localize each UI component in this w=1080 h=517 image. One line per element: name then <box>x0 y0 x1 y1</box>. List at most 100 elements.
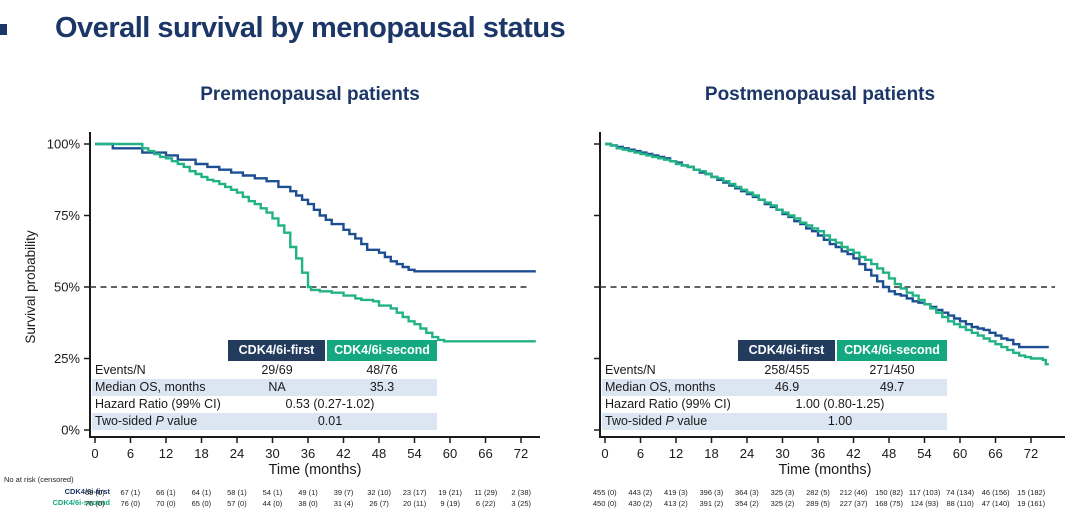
risk-cell: 117 (103) <box>908 488 941 497</box>
stats-value-first: NA <box>268 380 286 394</box>
x-tick-label: 72 <box>1024 446 1038 461</box>
x-axis-title: Time (months) <box>779 462 872 477</box>
risk-cell: 47 (140) <box>981 499 1010 508</box>
risk-cell: 58 (1) <box>227 488 247 497</box>
column-header-cdk46i-first: CDK4/6i-first <box>228 340 325 361</box>
stats-row-label: Median OS, months <box>605 380 716 394</box>
risk-label-cdk46i-first: CDK4/6i-first <box>64 487 110 496</box>
label-part-italic: P <box>665 414 674 428</box>
risk-cell: 212 (46) <box>839 488 868 497</box>
panel-title-premenopausal: Premenopausal patients <box>200 84 420 105</box>
risk-cell: 289 (5) <box>806 499 830 508</box>
x-tick-label: 30 <box>775 446 789 461</box>
risk-cell: 396 (3) <box>699 488 724 497</box>
stats-table-postmenopausal: CDK4/6i-first CDK4/6i-second Events/N 25… <box>602 340 948 431</box>
stats-row-label: Events/N <box>95 363 146 377</box>
x-tick-label: 12 <box>159 446 173 461</box>
stats-row-label: Two-sided P value <box>95 413 197 430</box>
risk-cell: 65 (0) <box>191 499 212 508</box>
risk-cell: 227 (37) <box>839 499 868 508</box>
stats-row-hazard-ratio: Hazard Ratio (99% CI) 0.53 (0.27-1.02) <box>92 396 437 413</box>
stats-table-premenopausal: CDK4/6i-first CDK4/6i-second Events/N 29… <box>92 340 438 431</box>
x-tick-label: 24 <box>230 446 244 461</box>
risk-cell: 66 (1) <box>156 488 176 497</box>
stats-row-label: Median OS, months <box>95 380 206 394</box>
x-tick-label: 54 <box>917 446 931 461</box>
label-part-italic: P <box>155 414 164 428</box>
km-plot-premenopausal: 0% 25% 50% 75% 100% Survival probability 0 6 12 1… <box>23 132 540 477</box>
risk-cell: 20 (11) <box>403 499 427 508</box>
stats-value-first: 29/69 <box>261 363 293 377</box>
risk-cell: 391 (2) <box>699 499 724 508</box>
stats-value-second: 49.7 <box>879 380 905 394</box>
risk-cell: 49 (1) <box>298 488 318 497</box>
y-tick-label: 50% <box>54 280 80 295</box>
x-tick-label: 48 <box>372 446 386 461</box>
risk-cell: 74 (134) <box>946 488 975 497</box>
stats-row-events: Events/N 29/69 48/76 <box>92 362 437 379</box>
x-tick-label: 18 <box>194 446 208 461</box>
y-tick-label: 25% <box>54 351 80 366</box>
risk-cell: 64 (1) <box>191 488 212 497</box>
x-tick-label: 24 <box>740 446 754 461</box>
x-tick-label: 36 <box>811 446 825 461</box>
x-tick-label: 60 <box>443 446 457 461</box>
stats-row-median-os: Median OS, months NA 35.3 <box>92 379 437 396</box>
x-tick-label: 0 <box>601 446 608 461</box>
y-tick-label: 100% <box>47 137 81 152</box>
risk-cell: 455 (0) <box>592 488 617 497</box>
x-tick-label: 0 <box>91 446 98 461</box>
stats-value-first: 258/455 <box>764 363 810 377</box>
risk-cell: 23 (17) <box>402 488 427 497</box>
risk-cell: 450 (0) <box>592 499 617 508</box>
y-tick-label: 0% <box>61 423 80 438</box>
stats-row-label: Two-sided P value <box>605 413 707 430</box>
risk-cell: 54 (1) <box>262 488 283 497</box>
risk-cell: 39 (7) <box>333 488 354 497</box>
risk-cell: 70 (0) <box>156 499 176 508</box>
stats-row-label: Events/N <box>605 363 656 377</box>
risk-cell: 15 (182) <box>1017 488 1046 497</box>
stats-value-second: 271/450 <box>869 363 915 377</box>
y-tick-label: 75% <box>54 208 80 223</box>
x-tick-label: 48 <box>882 446 896 461</box>
km-curve-first <box>605 142 1049 349</box>
label-part: value <box>673 414 708 428</box>
x-tick-label: 42 <box>336 446 350 461</box>
corner-mark <box>0 24 7 35</box>
risk-cell: 6 (22) <box>475 499 496 508</box>
risk-cell: 11 (29) <box>474 488 498 497</box>
risk-cell: 168 (75) <box>875 499 904 508</box>
stats-row-label: Hazard Ratio (99% CI) <box>95 397 221 411</box>
risk-cell: 419 (3) <box>663 488 688 497</box>
stats-row-events: Events/N 258/455 271/450 <box>602 362 947 379</box>
x-tick-label: 36 <box>301 446 315 461</box>
x-tick-label: 60 <box>953 446 967 461</box>
page-title: Overall survival by menopausal status <box>55 12 566 44</box>
risk-cell: 364 (3) <box>735 488 759 497</box>
risk-cell: 2 (38) <box>511 488 532 497</box>
stats-row-median-os: Median OS, months 46.9 49.7 <box>602 379 947 396</box>
stats-value-second: 48/76 <box>366 363 398 377</box>
risk-cell: 354 (2) <box>735 499 759 508</box>
stats-value-merged: 1.00 <box>827 414 853 428</box>
risk-cell: 19 (161) <box>1017 499 1046 508</box>
x-tick-label: 66 <box>988 446 1002 461</box>
risk-cell: 69 (0) <box>84 488 105 497</box>
y-axis-title: Survival probability <box>23 230 38 344</box>
x-tick-label: 66 <box>478 446 492 461</box>
risk-cell: 430 (2) <box>628 499 653 508</box>
risk-cell: 76 (0) <box>120 499 141 508</box>
stats-row-p-value: Two-sided P value 0.01 <box>92 413 437 430</box>
x-tick-label: 72 <box>514 446 528 461</box>
stats-row-hazard-ratio: Hazard Ratio (99% CI) 1.00 (0.80-1.25) <box>602 396 947 413</box>
risk-cell: 31 (4) <box>333 499 354 508</box>
risk-cell: 32 (10) <box>367 488 391 497</box>
stats-value-second: 35.3 <box>369 380 395 394</box>
risk-cell: 76 (0) <box>84 499 105 508</box>
risk-table-premenopausal: 69 (0) 67 (1) 66 (1) 64 (1) 58 (1) 54 (1) 49 (… <box>77 487 539 509</box>
km-plot-postmenopausal: 0 6 12 18 24 30 36 42 48 54 60 66 72 Time (months) <box>594 132 1065 477</box>
stats-value-merged: 1.00 (0.80-1.25) <box>795 397 885 411</box>
risk-cell: 325 (3) <box>770 488 795 497</box>
x-tick-label: 54 <box>407 446 421 461</box>
